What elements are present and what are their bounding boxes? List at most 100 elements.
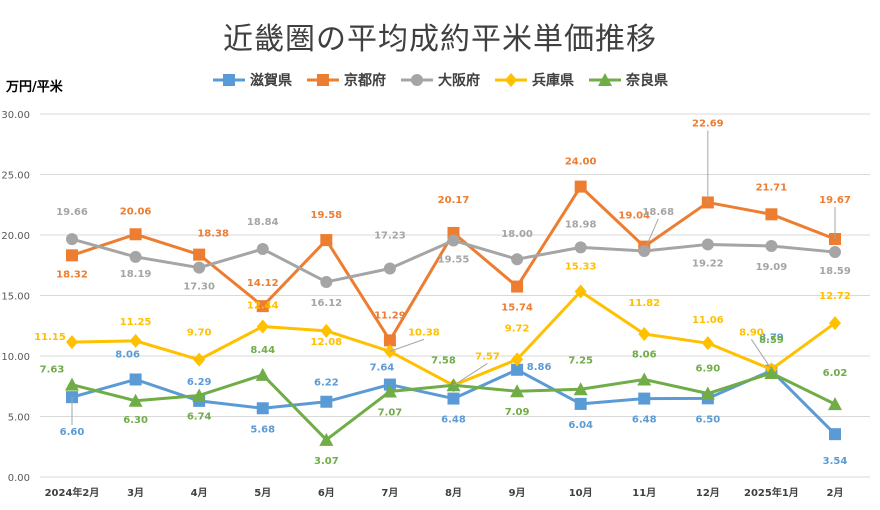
data-label: 8.90 [739, 327, 764, 338]
data-label: 19.22 [692, 258, 724, 269]
data-point-1-2 [193, 248, 206, 261]
data-label: 10.38 [408, 327, 440, 338]
data-label: 22.69 [692, 118, 724, 129]
y-tick-label: 5.00 [8, 413, 30, 424]
y-tick-label: 20.00 [1, 231, 30, 242]
x-tick-label: 10月 [569, 487, 593, 499]
data-label: 6.22 [314, 378, 339, 389]
data-point-4-0 [65, 377, 79, 391]
legend-item-kyoto: 京都府 [306, 70, 386, 90]
data-point-4-3 [255, 367, 270, 381]
data-point-0-1 [129, 373, 142, 386]
data-label: 6.48 [632, 415, 657, 426]
data-label: 21.71 [756, 182, 788, 193]
x-tick-label: 2月 [827, 487, 844, 499]
legend-item-nara: 奈良県 [588, 70, 668, 90]
data-point-4-10 [700, 386, 715, 400]
x-tick-label: 8月 [445, 487, 462, 499]
data-point-2-2 [193, 261, 206, 274]
x-tick-label: 2025年1月 [744, 486, 799, 499]
x-tick-label: 5月 [254, 487, 271, 499]
data-label: 18.00 [501, 229, 533, 240]
data-label: 7.09 [505, 407, 530, 418]
data-point-4-1 [128, 393, 143, 407]
data-label: 6.50 [695, 414, 720, 425]
data-label: 8.44 [250, 345, 275, 356]
leader-line [751, 339, 772, 370]
y-tick-label: 15.00 [1, 292, 30, 303]
legend-item-osaka: 大阪府 [400, 70, 480, 90]
data-point-3-3 [256, 319, 269, 334]
data-point-4-6 [446, 378, 461, 392]
x-tick-label: 2024年2月 [45, 486, 100, 499]
data-label: 3.07 [314, 456, 339, 467]
legend-label-shiga: 滋賀県 [250, 73, 292, 89]
data-label: 6.60 [60, 427, 85, 438]
data-label: 11.06 [692, 315, 724, 326]
data-point-2-4 [320, 275, 333, 288]
data-label: 12.72 [819, 291, 851, 302]
data-label: 7.57 [475, 351, 500, 362]
data-point-4-11 [764, 366, 779, 380]
data-label: 6.90 [695, 364, 720, 375]
data-label: 8.86 [527, 362, 552, 373]
data-point-2-3 [256, 243, 269, 256]
x-tick-label: 7月 [381, 487, 398, 499]
legend-swatch-kyoto [307, 74, 339, 86]
legend-swatch-hyogo [495, 73, 527, 87]
data-point-4-2 [192, 388, 207, 402]
data-point-0-3 [256, 402, 269, 415]
data-point-3-8 [574, 284, 587, 299]
data-point-2-5 [383, 262, 396, 275]
data-point-1-3 [256, 300, 269, 313]
data-label: 19.58 [311, 210, 343, 221]
data-label: 11.25 [120, 317, 152, 328]
data-label: 18.59 [819, 266, 851, 277]
data-point-2-7 [511, 253, 524, 266]
data-label: 18.84 [247, 217, 279, 228]
legend-swatch-marker [317, 74, 329, 86]
data-label: 8.79 [759, 333, 784, 344]
data-label: 6.04 [568, 420, 593, 431]
data-label: 16.12 [311, 298, 343, 309]
data-label: 7.63 [40, 365, 65, 376]
legend-swatch-nara [589, 73, 621, 86]
legend-swatch-osaka [401, 74, 433, 86]
data-point-4-5 [382, 384, 397, 398]
data-label: 17.30 [183, 282, 215, 293]
data-point-3-12 [829, 316, 841, 331]
data-label: 5.68 [250, 424, 275, 435]
data-point-0-12 [829, 428, 841, 441]
data-point-2-6 [447, 234, 460, 247]
legend-item-shiga: 滋賀県 [212, 70, 292, 90]
leader-line [389, 338, 425, 352]
data-label: 7.58 [431, 355, 456, 366]
data-label: 6.48 [441, 415, 466, 426]
data-label: 20.06 [120, 206, 152, 217]
data-point-0-8 [574, 397, 587, 410]
data-point-3-10 [701, 336, 714, 351]
data-label: 12.44 [247, 300, 279, 311]
data-point-4-7 [510, 384, 525, 398]
data-label: 15.74 [501, 303, 533, 314]
y-axis-unit-label: 万円/平米 [6, 80, 63, 95]
data-label: 11.82 [628, 298, 660, 309]
data-label: 6.29 [187, 377, 212, 388]
legend-swatch-marker [223, 74, 235, 86]
data-label: 18.68 [642, 207, 674, 218]
data-point-2-0 [66, 233, 78, 246]
data-point-1-1 [129, 228, 142, 241]
x-tick-label: 4月 [191, 487, 208, 499]
x-tick-label: 6月 [318, 487, 335, 499]
data-label: 11.15 [34, 332, 66, 343]
data-label: 18.32 [56, 269, 88, 280]
data-point-0-4 [320, 395, 333, 408]
legend-swatch-marker [505, 73, 517, 87]
data-label: 18.19 [120, 269, 152, 280]
data-label: 19.67 [819, 195, 851, 206]
data-label: 18.98 [565, 219, 597, 230]
data-point-3-9 [638, 326, 651, 341]
data-point-2-8 [574, 241, 587, 254]
